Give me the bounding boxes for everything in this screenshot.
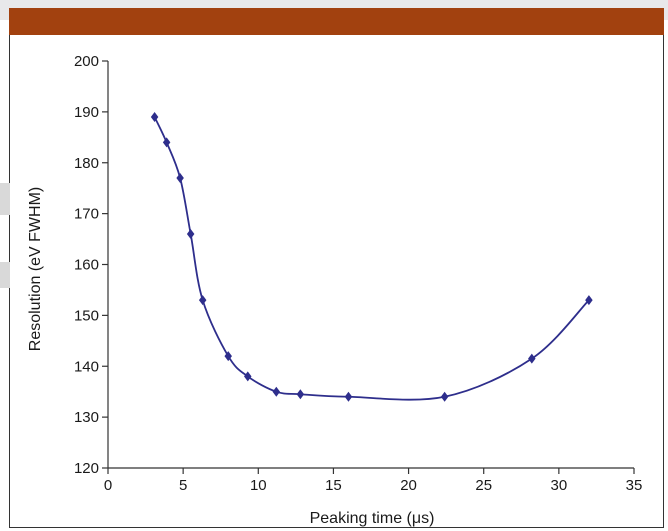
y-tick-label: 120 — [74, 460, 99, 477]
data-point-marker — [198, 295, 207, 306]
y-tick-label: 130 — [74, 409, 99, 426]
x-tick-label: 25 — [475, 477, 492, 494]
data-point-marker — [528, 353, 536, 364]
x-tick-label: 35 — [626, 477, 643, 494]
series-line — [153, 116, 590, 401]
x-tick-label: 5 — [179, 477, 187, 494]
data-point-marker — [585, 295, 593, 306]
data-point-marker — [162, 137, 171, 148]
x-tick-label: 15 — [325, 477, 342, 494]
x-axis-label: Peaking time (μs) — [310, 510, 435, 527]
data-point-marker — [272, 386, 281, 397]
x-tick-label: 10 — [250, 477, 267, 494]
side-edge-mark — [0, 262, 10, 288]
data-point-marker — [150, 111, 159, 122]
y-tick-label: 180 — [74, 155, 99, 172]
y-tick-label: 170 — [74, 206, 99, 223]
figure-frame — [9, 35, 664, 528]
y-tick-label: 140 — [74, 358, 99, 375]
header-banner — [9, 8, 664, 35]
y-tick-label: 160 — [74, 257, 99, 274]
data-point-marker — [176, 173, 184, 184]
y-axis-label: Resolution (eV FWHM) — [27, 187, 44, 351]
series — [150, 111, 593, 402]
x-tick-label: 30 — [551, 477, 568, 494]
y-tick-label: 190 — [74, 104, 99, 121]
data-point-marker — [296, 389, 305, 400]
y-axis: 120 130 140 150 160 170 180 190 200 — [74, 53, 109, 477]
data-point-marker — [186, 228, 195, 239]
x-tick-label: 0 — [104, 477, 112, 494]
x-axis: 0 5 10 15 20 25 30 35 — [104, 467, 643, 494]
data-point-marker — [344, 391, 353, 402]
y-tick-label: 200 — [74, 53, 99, 70]
data-point-marker — [244, 371, 252, 382]
y-tick-label: 150 — [74, 307, 99, 324]
data-point-marker — [224, 351, 232, 362]
x-tick-label: 20 — [400, 477, 417, 494]
data-point-marker — [440, 391, 449, 402]
side-edge-mark — [0, 183, 10, 215]
